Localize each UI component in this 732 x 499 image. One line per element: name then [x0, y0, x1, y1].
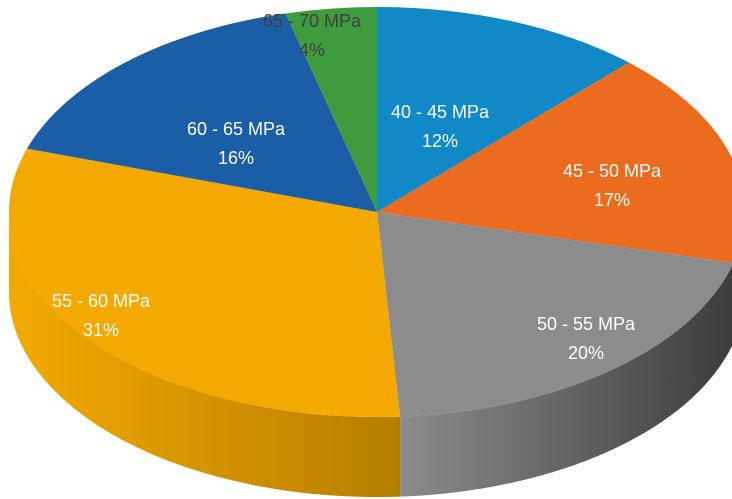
- pie-slice-0: [377, 7, 629, 212]
- slice-label-5: 65 - 70 MPa: [263, 11, 362, 31]
- pie-slice-4: [27, 13, 378, 213]
- pie-slice-3: [8, 148, 401, 418]
- slice-label-2: 50 - 55 MPa: [537, 314, 636, 334]
- slice-percent-1: 17%: [594, 190, 630, 210]
- slice-label-1: 45 - 50 MPa: [563, 161, 662, 181]
- pie-slices: [8, 6, 732, 418]
- slice-label-3: 55 - 60 MPa: [52, 291, 151, 311]
- pie-slice-2: [377, 212, 732, 417]
- pie-side-2: [400, 265, 732, 497]
- slice-percent-5: 4%: [299, 40, 325, 60]
- pie-slice-5: [285, 6, 377, 212]
- pie-labels: 40 - 45 MPa 12% 45 - 50 MPa 17% 50 - 55 MPa 2…: [52, 11, 662, 363]
- slice-label-0: 40 - 45 MPa: [391, 102, 490, 122]
- slice-percent-3: 31%: [83, 320, 119, 340]
- slice-label-4: 60 - 65 MPa: [187, 119, 286, 139]
- slice-percent-0: 12%: [422, 131, 458, 151]
- pie-side-3: [9, 212, 401, 497]
- slice-percent-4: 16%: [218, 148, 254, 168]
- slice-percent-2: 20%: [568, 343, 604, 363]
- pie-side-walls: [9, 212, 732, 497]
- pie-slice-1: [377, 62, 732, 263]
